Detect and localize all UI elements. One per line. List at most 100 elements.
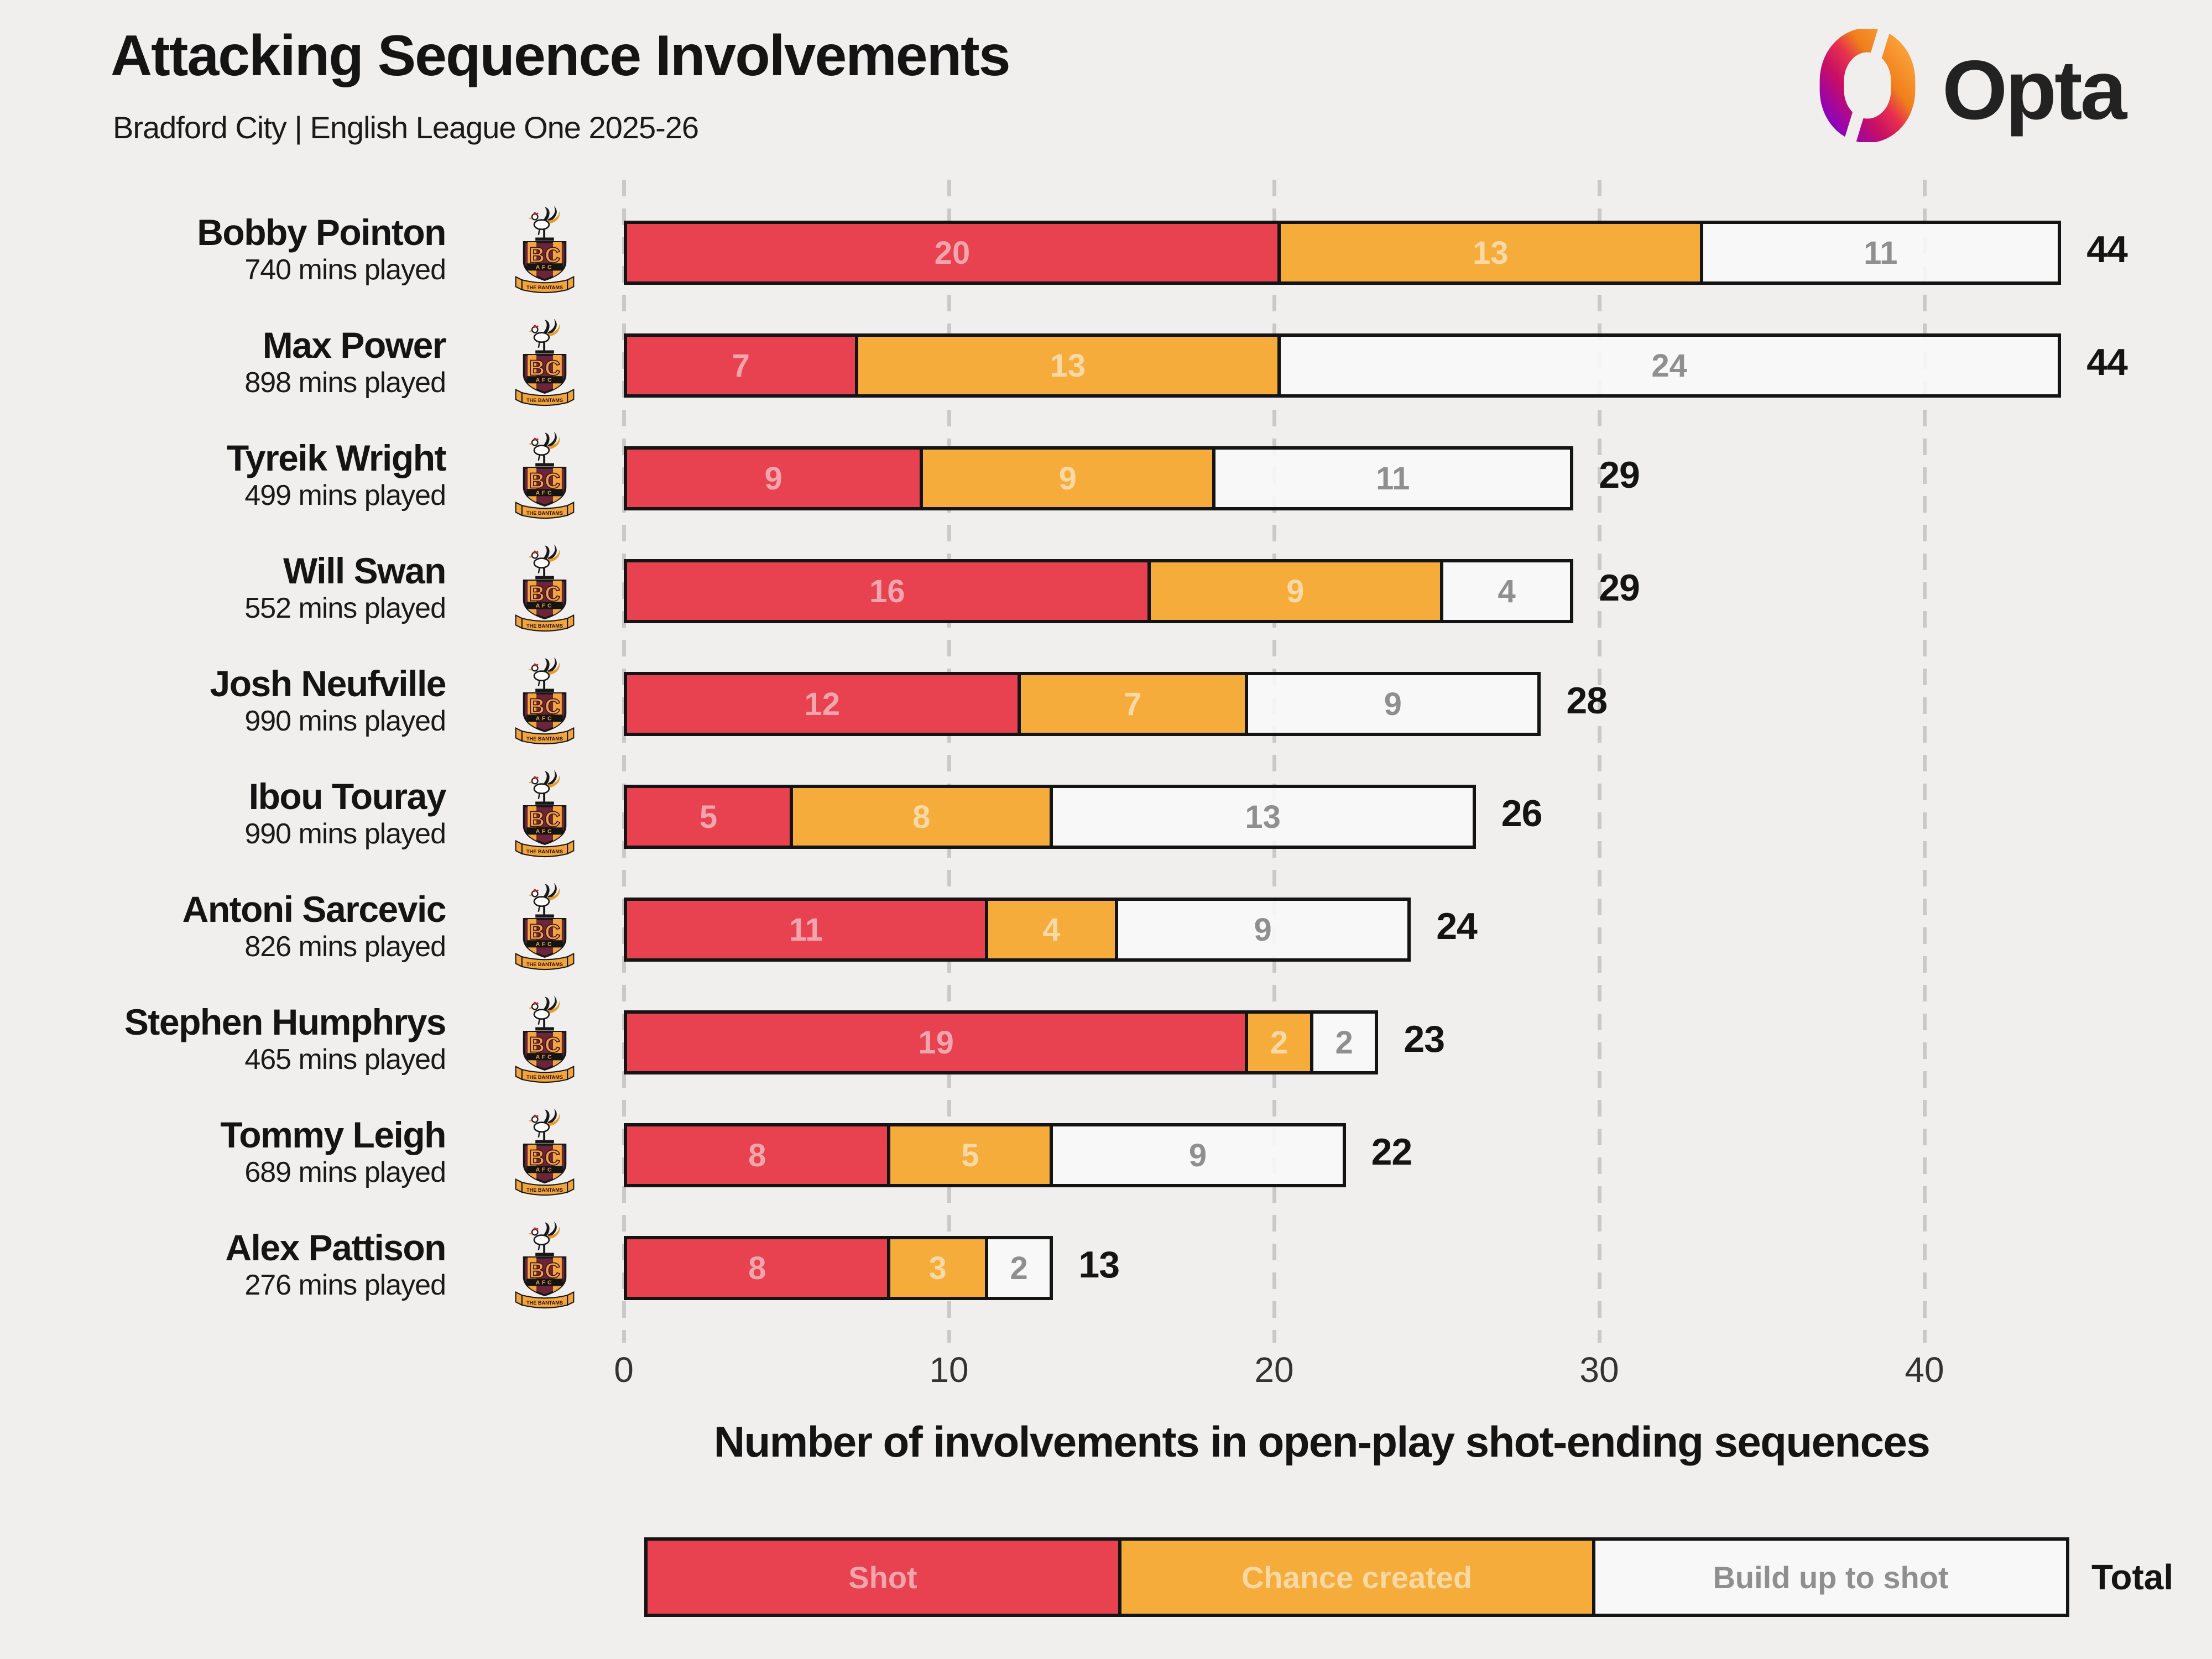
bar-segment-shot: 16 — [627, 562, 1147, 620]
stacked-bar: 7 13 24 — [624, 333, 2062, 398]
player-row: Alex Pattison 276 mins played 8 3 2 13 — [0, 1208, 2212, 1321]
bar-segment-build-up-to-shot: 9 — [1245, 675, 1538, 733]
player-identity: Ibou Touray 990 mins played — [0, 757, 446, 870]
bar-segment-build-up-to-shot: 9 — [1114, 901, 1408, 958]
player-name: Stephen Humphrys — [124, 1001, 447, 1042]
bar-segment-chance-created: 8 — [790, 788, 1050, 846]
player-identity: Tommy Leigh 689 mins played — [0, 1095, 446, 1208]
legend-total-label: Total — [2091, 1557, 2174, 1597]
bar-segment-shot: 19 — [627, 1014, 1245, 1071]
bradford-city-crest-icon — [513, 653, 576, 748]
bar-segment-build-up-to-shot: 2 — [984, 1239, 1050, 1297]
bar-segment-shot: 8 — [627, 1126, 888, 1184]
bar-segment-build-up-to-shot: 24 — [1277, 337, 2058, 394]
stacked-bar: 12 7 9 — [624, 672, 1541, 736]
bradford-city-crest-icon — [513, 1104, 576, 1199]
player-row: Ibou Touray 990 mins played 5 8 13 26 — [0, 757, 2212, 870]
bar-segment-build-up-to-shot: 9 — [1050, 1126, 1343, 1184]
row-total-value: 26 — [1501, 792, 1543, 834]
bar-segment-shot: 5 — [627, 788, 790, 846]
player-identity: Tyreik Wright 499 mins played — [0, 419, 447, 531]
player-identity: Will Swan 552 mins played — [0, 531, 446, 644]
player-mins-played: 276 mins played — [244, 1269, 446, 1301]
x-tick-label-30: 30 — [1579, 1350, 1619, 1390]
row-total-value: 29 — [1599, 567, 1640, 609]
player-row: Bobby Pointon 740 mins played 20 13 11 44 — [0, 193, 2212, 306]
player-identity: Josh Neufville 990 mins played — [0, 644, 447, 757]
bradford-city-crest-icon — [513, 992, 576, 1087]
x-tick-label-40: 40 — [1905, 1350, 1944, 1390]
bar-segment-chance-created: 13 — [1277, 224, 1700, 281]
opta-logo-text: Opta — [1942, 43, 2127, 137]
player-identity: Bobby Pointon 740 mins played — [0, 193, 446, 306]
player-mins-played: 689 mins played — [244, 1156, 446, 1188]
player-identity: Antoni Sarcevic 826 mins played — [0, 870, 447, 983]
bar-segment-shot: 20 — [627, 224, 1277, 281]
page-subtitle: Bradford City | English League One 2025-… — [113, 110, 699, 145]
player-name: Alex Pattison — [225, 1227, 446, 1268]
row-total-value: 22 — [1371, 1131, 1413, 1173]
x-tick-label-0: 0 — [614, 1350, 634, 1390]
row-total-value: 29 — [1599, 454, 1640, 496]
x-tick-label-10: 10 — [929, 1350, 969, 1390]
player-name: Will Swan — [283, 550, 446, 591]
gridline-0 — [622, 180, 626, 1343]
bar-segment-chance-created: 13 — [854, 337, 1277, 394]
player-row: Antoni Sarcevic 826 mins played 11 4 9 24 — [0, 870, 2212, 983]
bar-segment-build-up-to-shot: 2 — [1310, 1014, 1375, 1071]
player-name: Tyreik Wright — [226, 437, 447, 478]
bradford-city-crest-icon — [513, 766, 576, 861]
player-name: Josh Neufville — [210, 663, 447, 704]
bradford-city-crest-icon — [513, 540, 576, 635]
stacked-bar: 9 9 11 — [624, 446, 1574, 510]
bar-segment-shot: 7 — [627, 337, 855, 394]
row-total-value: 28 — [1566, 680, 1608, 722]
legend-item-build-up-to-shot: Build up to shot — [1592, 1541, 2066, 1614]
bar-segment-shot: 12 — [627, 675, 1018, 733]
bar-segment-shot: 9 — [627, 450, 920, 507]
player-row: Josh Neufville 990 mins played 12 7 9 28 — [0, 644, 2212, 757]
player-name: Antoni Sarcevic — [182, 889, 447, 930]
row-total-value: 44 — [2086, 341, 2128, 383]
bar-segment-chance-created: 9 — [920, 450, 1213, 507]
player-mins-played: 465 mins played — [244, 1044, 446, 1076]
player-mins-played: 990 mins played — [244, 705, 446, 737]
stacked-bar: 16 9 4 — [624, 559, 1574, 623]
row-total-value: 13 — [1078, 1244, 1120, 1286]
bradford-city-crest-icon — [513, 202, 576, 297]
gridline-40 — [1923, 180, 1927, 1343]
x-tick-label-20: 20 — [1254, 1350, 1294, 1390]
gridline-10 — [947, 180, 951, 1343]
player-row: Tyreik Wright 499 mins played 9 9 11 29 — [0, 419, 2212, 531]
bar-segment-chance-created: 7 — [1017, 675, 1245, 733]
bar-segment-chance-created: 5 — [887, 1126, 1050, 1184]
stacked-bar: 5 8 13 — [624, 785, 1476, 849]
player-name: Ibou Touray — [248, 776, 447, 817]
player-identity: Stephen Humphrys 465 mins played — [0, 983, 447, 1095]
bar-segment-chance-created: 9 — [1147, 562, 1440, 620]
bradford-city-crest-icon — [513, 879, 576, 974]
player-mins-played: 898 mins played — [244, 367, 446, 399]
x-axis-title: Number of involvements in open-play shot… — [713, 1417, 1931, 1466]
player-mins-played: 499 mins played — [244, 479, 446, 512]
bar-segment-build-up-to-shot: 4 — [1439, 562, 1571, 620]
bar-segment-build-up-to-shot: 11 — [1700, 224, 2058, 281]
player-row: Will Swan 552 mins played 16 9 4 29 — [0, 531, 2212, 644]
legend-item-shot: Shot — [648, 1541, 1118, 1614]
bradford-city-crest-icon — [513, 427, 576, 523]
opta-logo: Opta — [1818, 29, 2127, 142]
row-total-value: 24 — [1436, 905, 1478, 947]
player-mins-played: 552 mins played — [244, 592, 446, 624]
player-identity: Max Power 898 mins played — [0, 306, 446, 419]
bradford-city-crest-icon — [513, 1217, 576, 1312]
bar-segment-chance-created: 4 — [984, 901, 1115, 958]
bar-segment-shot: 11 — [627, 901, 985, 958]
bar-segment-build-up-to-shot: 11 — [1212, 450, 1571, 507]
bar-segment-build-up-to-shot: 13 — [1050, 788, 1473, 846]
legend: Shot Chance created Build up to shot — [644, 1537, 2069, 1617]
player-mins-played: 740 mins played — [244, 254, 446, 286]
row-total-value: 44 — [2086, 228, 2128, 270]
